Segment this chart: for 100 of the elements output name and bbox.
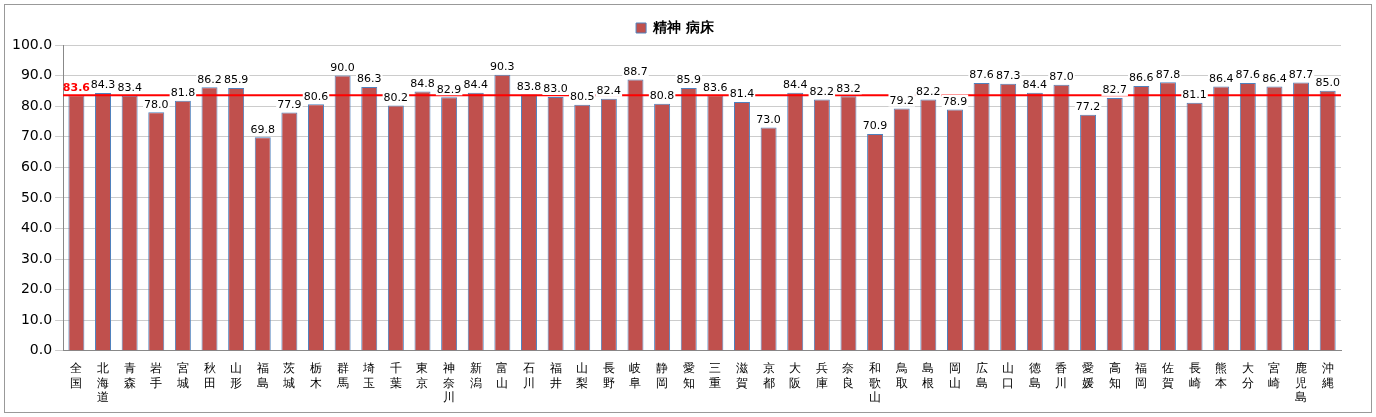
y-tick-label: 100.0	[11, 35, 53, 52]
y-tick-label: 70.0	[20, 127, 53, 144]
data-label: 77.9	[277, 97, 302, 111]
data-label: 83.8	[516, 79, 542, 93]
x-tick-label: 奈良	[842, 361, 855, 390]
x-tick-label: 宮城	[175, 361, 189, 390]
x-tick-label: 茨城	[282, 361, 296, 390]
data-label: 84.4	[1022, 78, 1048, 92]
x-tick-label: 埼玉	[362, 361, 376, 390]
data-label: 73.0	[756, 112, 781, 126]
y-tick-label: 40.0	[20, 219, 53, 236]
data-label: 87.0	[1049, 70, 1074, 84]
x-tick-label: 宮崎	[1268, 361, 1281, 390]
data-label: 85.9	[676, 73, 701, 87]
data-label: 83.2	[836, 81, 861, 95]
data-label: 86.4	[1262, 71, 1287, 85]
data-label: 84.4	[782, 78, 808, 92]
x-tick-label: 石川	[522, 361, 535, 390]
data-label: 80.6	[303, 89, 329, 103]
data-label: 84.8	[410, 76, 435, 90]
x-tick-label: 香川	[1055, 361, 1068, 390]
y-tick-label: 10.0	[20, 310, 53, 327]
data-label: 87.8	[1155, 67, 1181, 81]
data-label: 83.0	[543, 82, 568, 96]
data-label: 82.7	[1102, 83, 1127, 97]
x-tick-label: 滋賀	[735, 361, 748, 390]
x-tick-label: 大阪	[789, 361, 802, 390]
x-tick-label: 京都	[762, 361, 775, 390]
x-tick-label: 佐賀	[1161, 361, 1174, 390]
x-tick-label: 富山	[496, 361, 509, 390]
data-label: 86.4	[1208, 71, 1234, 85]
data-label: 85.0	[1315, 76, 1340, 90]
x-tick-label: 岩手	[150, 361, 163, 390]
legend-label: 精神 病床	[652, 18, 715, 35]
data-label: 87.7	[1288, 67, 1314, 81]
x-tick-label: 山口	[1002, 361, 1015, 390]
x-tick-label: 全国	[70, 361, 83, 390]
data-label: 88.7	[623, 64, 648, 78]
x-tick-label: 鹿児島	[1295, 361, 1308, 404]
x-tick-label: 青森	[123, 361, 136, 390]
data-label: 82.2	[809, 84, 835, 98]
x-tick-label: 岡山	[948, 361, 961, 390]
data-label: 80.5	[569, 89, 595, 103]
x-tick-label: 福岡	[1135, 361, 1148, 390]
x-tick-label: 愛知	[682, 361, 695, 390]
x-tick-label: 長崎	[1188, 361, 1201, 390]
x-tick-label: 千葉	[389, 361, 402, 390]
x-tick-label: 大分	[1241, 361, 1254, 390]
x-tick-label: 高知	[1108, 361, 1121, 390]
data-label: 69.8	[250, 122, 275, 136]
x-tick-label: 秋田	[203, 361, 216, 390]
x-tick-label: 福島	[256, 361, 269, 390]
x-tick-label: 福井	[549, 361, 562, 390]
x-tick-label: 栃木	[310, 361, 322, 390]
x-tick-label: 愛媛	[1082, 361, 1095, 390]
x-tick-label: 鳥取	[894, 361, 908, 390]
y-tick-label: 80.0	[20, 96, 53, 113]
x-tick-label: 広島	[975, 361, 988, 390]
data-label: 70.9	[862, 119, 888, 133]
x-tick-label: 沖縄	[1320, 361, 1334, 390]
ref-line-label: 83.6	[62, 80, 91, 94]
data-label: 86.3	[357, 72, 382, 86]
x-tick-label: 和歌山	[869, 361, 882, 404]
data-label: 84.4	[463, 78, 488, 92]
data-label: 87.6	[1235, 68, 1261, 82]
data-label: 87.3	[995, 69, 1021, 83]
data-label: 82.4	[596, 84, 622, 98]
data-label: 77.2	[1075, 100, 1101, 114]
data-label: 84.3	[90, 78, 116, 92]
data-label: 81.4	[729, 87, 755, 101]
data-label: 83.6	[703, 80, 728, 94]
x-tick-label: 岐阜	[629, 361, 642, 390]
data-label: 83.4	[117, 81, 142, 95]
data-label: 90.3	[490, 60, 515, 74]
data-label: 78.0	[144, 97, 169, 111]
y-tick-label: 30.0	[20, 249, 53, 266]
data-label: 80.8	[649, 89, 675, 103]
data-label: 82.9	[436, 82, 462, 96]
data-label: 82.2	[916, 84, 941, 98]
x-tick-label: 熊本	[1215, 361, 1228, 390]
data-label: 90.0	[330, 60, 355, 74]
x-tick-label: 山梨	[576, 361, 589, 390]
data-label: 81.1	[1182, 88, 1207, 102]
x-tick-label: 三重	[709, 361, 722, 390]
x-tick-label: 島根	[922, 361, 935, 390]
x-tick-label: 東京	[416, 361, 429, 390]
data-label: 87.6	[969, 68, 994, 82]
x-tick-label: 山形	[230, 361, 243, 390]
x-tick-label: 兵庫	[815, 361, 828, 390]
x-tick-label: 静岡	[656, 361, 669, 390]
x-tick-label: 群馬	[335, 361, 349, 390]
data-label: 79.2	[889, 93, 914, 107]
y-tick-label: 0.0	[29, 341, 53, 358]
y-tick-label: 90.0	[20, 66, 53, 83]
data-label: 85.9	[223, 73, 249, 87]
x-tick-label: 北海道	[97, 361, 110, 404]
y-tick-label: 60.0	[20, 157, 53, 174]
y-tick-label: 20.0	[20, 280, 53, 297]
data-label: 78.9	[942, 94, 968, 108]
x-tick-label: 徳島	[1028, 361, 1041, 390]
